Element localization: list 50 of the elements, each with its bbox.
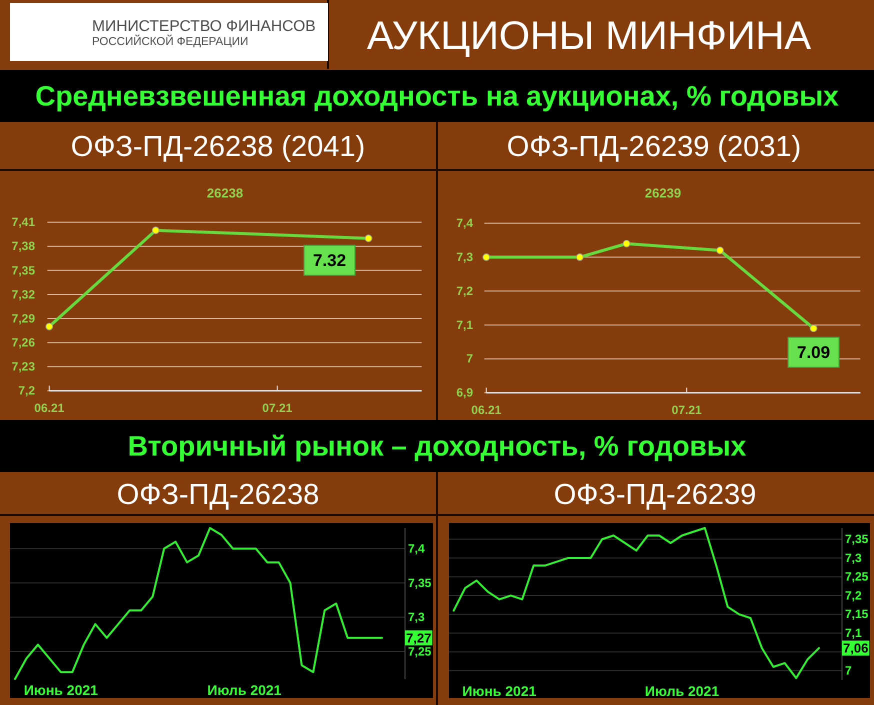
y-tick-label: 7,23	[12, 359, 36, 374]
data-label: 7.09	[797, 342, 830, 362]
x-tick-label: 06.21	[34, 401, 65, 416]
chart-title: ОФЗ-ПД-26239	[554, 479, 756, 511]
y-tick-label: 7,35	[408, 576, 432, 590]
chart-title: ОФЗ-ПД-26239 (2031)	[506, 131, 802, 163]
x-tick-label: Июль 2021	[644, 682, 720, 699]
text: МИНИСТЕРСТВО ФИНАНСОВ	[92, 18, 316, 35]
line-series	[14, 527, 383, 680]
y-tick-label: 7,15	[845, 607, 869, 622]
y-tick-label: 6,9	[456, 386, 474, 400]
x-tick-label: 06.21	[471, 403, 502, 418]
y-tick-label: 7,26	[12, 335, 36, 350]
y-tick-label: 7,38	[12, 239, 36, 254]
y-tick-label: 7,2	[18, 384, 36, 398]
x-tick-label: Июль 2021	[207, 682, 282, 698]
data-label: 7,27	[406, 630, 432, 646]
text: Вторичный рынок – доходность, % годовых	[128, 430, 747, 462]
y-tick-label: 7,1	[845, 626, 862, 640]
y-tick-label: 7,1	[456, 318, 474, 332]
y-tick-label: 7,25	[408, 644, 432, 658]
text: АУКЦИОНЫ МИНФИНА	[366, 14, 812, 58]
chart-title: ОФЗ-ПД-26238	[116, 479, 320, 511]
y-tick-label: 7,4	[456, 216, 474, 230]
chart-subtitle: 26239	[644, 186, 682, 200]
y-tick-label: 7,35	[12, 263, 36, 278]
y-tick-label: 7,41	[12, 215, 36, 230]
y-tick-label: 7,2	[845, 588, 862, 602]
y-tick-label: 7,32	[12, 287, 36, 302]
x-tick-label: Июнь 2021	[24, 682, 98, 698]
text: РОССИЙСКОЙ ФЕДЕРАЦИИ	[92, 34, 248, 48]
text: Средневзвешенная доходность на аукционах, % годовых	[35, 80, 840, 112]
y-tick-label: 7,3	[456, 250, 474, 264]
line-series	[452, 527, 820, 680]
y-tick-label: 7	[845, 663, 852, 678]
y-tick-label: 7,3	[408, 610, 426, 624]
y-tick-label: 7,4	[408, 541, 426, 556]
y-tick-label: 7,29	[12, 311, 36, 326]
y-tick-label: 7,25	[845, 570, 869, 584]
chart-title: ОФЗ-ПД-26238 (2041)	[70, 131, 366, 163]
x-tick-label: 07.21	[262, 401, 293, 416]
y-tick-label: 7,3	[845, 550, 862, 565]
y-tick-label: 7	[466, 352, 474, 366]
chart-subtitle: 26238	[206, 186, 244, 200]
y-tick-label: 7,2	[456, 284, 474, 298]
data-label: 7,06	[843, 640, 868, 656]
y-tick-label: 7,35	[845, 532, 869, 546]
x-tick-label: Июнь 2021	[462, 682, 537, 699]
annotation: 7.32	[312, 250, 346, 270]
x-tick-label: 07.21	[672, 403, 702, 418]
